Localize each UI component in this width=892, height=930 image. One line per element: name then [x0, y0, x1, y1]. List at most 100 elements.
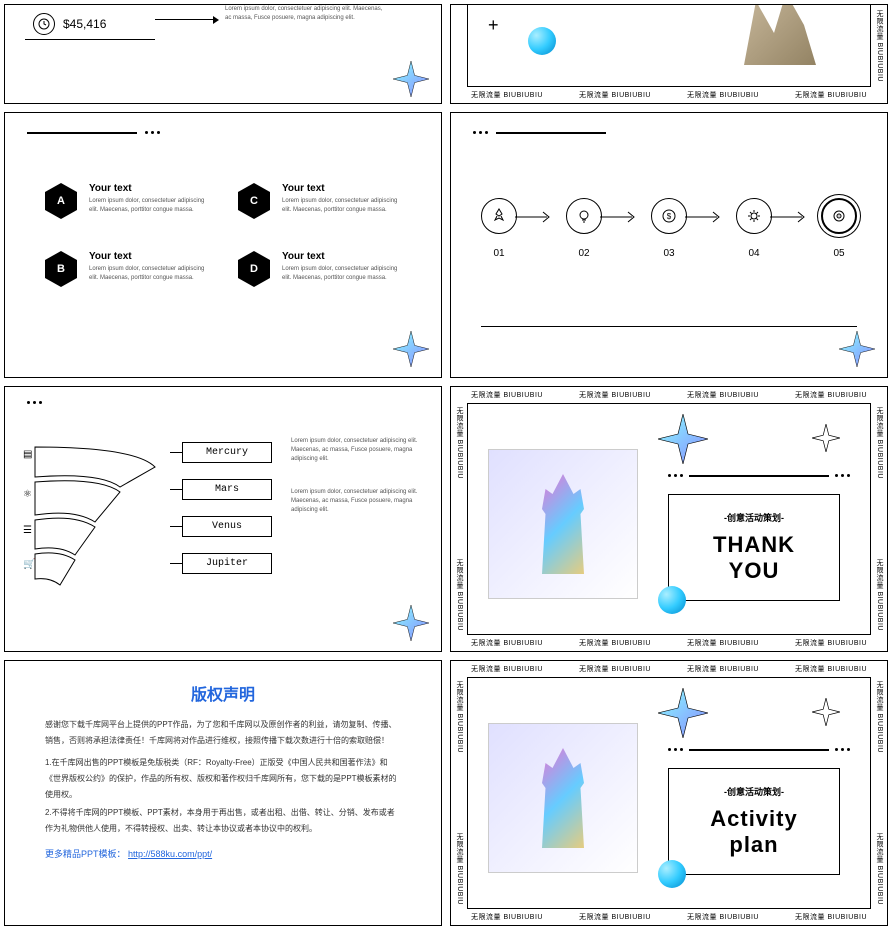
star-icon: [393, 605, 429, 641]
amount-text: $45,416: [63, 17, 106, 31]
hexagon-d: D: [238, 251, 270, 287]
copyright-link-row: 更多精品PPT模板： http://588ku.com/ppt/: [45, 845, 401, 863]
header-line: [27, 132, 137, 134]
bottom-line: [481, 326, 857, 327]
hexagon-b: B: [45, 251, 77, 287]
hexagon-a: A: [45, 183, 77, 219]
border-text-top: 无限流量 BIUBIUBIU无限流量 BIUBIUBIU无限流量 BIUBIUB…: [471, 664, 867, 674]
atom-icon: ⚛: [23, 489, 32, 500]
header-line: [496, 132, 606, 134]
slide-7-copyright: 版权声明 感谢您下载千库网平台上提供的PPT作品，为了您和千库网以及原创作者的利…: [4, 660, 442, 926]
target-icon: [821, 198, 857, 234]
copyright-p2: 1.在千库网出售的PPT模板是免版税类（RF：Royalty-Free）正版受《…: [45, 755, 401, 803]
star-gradient-icon: [658, 414, 708, 464]
main-title: Activity plan: [689, 806, 819, 858]
title-box: -创意活动策划- THANK YOU: [668, 494, 840, 601]
header-dots: [473, 131, 488, 134]
item-b: B Your text Lorem ipsum dolor, consectet…: [45, 251, 208, 287]
dots: [835, 748, 850, 751]
bulb-icon: [566, 198, 602, 234]
item-title: Your text: [89, 183, 208, 194]
line: [689, 749, 829, 751]
divider: [25, 39, 155, 40]
device-icon: ▤: [23, 449, 32, 460]
border-text-left: 无限流量 BIUBIUBIU无限流量 BIUBIUBIU: [454, 407, 464, 631]
slide-2-partial: 无限流量 BIUBIUBIU无限流量 BIUBIUBIU无限流量 BIUBIUB…: [450, 4, 888, 104]
star-gradient-icon: [658, 688, 708, 738]
step-number: 03: [651, 248, 687, 259]
cat-image: [488, 449, 638, 599]
header-dots: [145, 131, 160, 134]
item-a: A Your text Lorem ipsum dolor, consectet…: [45, 183, 208, 219]
dots: [668, 748, 683, 751]
step-number: 02: [566, 248, 602, 259]
gear-icon: [736, 198, 772, 234]
copyright-body: 感谢您下载千库网平台上提供的PPT作品，为了您和千库网以及原创作者的利益，请勿复…: [15, 717, 431, 863]
rocket-icon: [481, 198, 517, 234]
statue-image: [720, 4, 840, 65]
border-text-top: 无限流量 BIUBIUBIU无限流量 BIUBIUBIU无限流量 BIUBIUB…: [471, 390, 867, 400]
planet-label: Mars: [182, 479, 272, 500]
arrow-icon: [685, 210, 725, 224]
star-outline-icon: [812, 698, 840, 726]
planet-label: Venus: [182, 516, 272, 537]
planet-label: Jupiter: [182, 553, 272, 574]
lorem-text: Lorem ipsum dolor, consectetuer adipisci…: [291, 488, 421, 515]
border-text-bottom: 无限流量 BIUBIUBIU无限流量 BIUBIUBIU无限流量 BIUBIUB…: [471, 90, 867, 100]
dollar-icon: $: [651, 198, 687, 234]
slide-6: 无限流量 BIUBIUBIU无限流量 BIUBIUBIU 无限流量 BIUBIUB…: [450, 386, 888, 652]
arrow-line: [155, 19, 215, 20]
item-body: Lorem ipsum dolor, consectetuer adipisci…: [89, 197, 208, 215]
dots: [835, 474, 850, 477]
slide-8: 无限流量 BIUBIUBIU无限流量 BIUBIUBIU 无限流量 BIUBIUB…: [450, 660, 888, 926]
line: [689, 475, 829, 477]
item-body: Lorem ipsum dolor, consectetuer adipisci…: [89, 265, 208, 283]
step-2: 02: [566, 198, 602, 259]
main-title: THANK YOU: [689, 532, 819, 584]
step-number: 05: [821, 248, 857, 259]
clock-icon: [33, 13, 55, 35]
item-title: Your text: [89, 251, 208, 262]
border-text-right: 无限流量 BIUBIUBIU无限流量 BIUBIUBIU: [874, 407, 884, 631]
slide-1-partial: $45,416 Lorem ipsum dolor, consectetuer …: [4, 4, 442, 104]
cat-image: [488, 723, 638, 873]
border-text-bottom: 无限流量 BIUBIUBIU无限流量 BIUBIUBIU无限流量 BIUBIUB…: [471, 638, 867, 648]
star-icon: [393, 61, 429, 97]
item-d: D Your text Lorem ipsum dolor, consectet…: [238, 251, 401, 287]
slide-5: ▤ ⚛ ☰ 🛒 Mercury Mars Venus Jupiter Lorem…: [4, 386, 442, 652]
ppt-link[interactable]: http://588ku.com/ppt/: [128, 849, 212, 859]
border-text-right: 无限流量 BIUBIUBIU无限流量 BIUBIUBIU: [874, 681, 884, 905]
item-title: Your text: [282, 251, 401, 262]
sphere-decoration: [658, 860, 686, 888]
lorem-text: Lorem ipsum dolor, consectetuer adipisci…: [225, 5, 385, 23]
item-c: C Your text Lorem ipsum dolor, consectet…: [238, 183, 401, 219]
sphere-decoration: [528, 27, 556, 55]
hexagon-c: C: [238, 183, 270, 219]
border-text-left: 无限流量 BIUBIUBIU无限流量 BIUBIUBIU: [454, 681, 464, 905]
item-body: Lorem ipsum dolor, consectetuer adipisci…: [282, 197, 401, 215]
step-number: 04: [736, 248, 772, 259]
arrow-icon: [600, 210, 640, 224]
item-title: Your text: [282, 183, 401, 194]
dots: [668, 474, 683, 477]
subtitle: -创意活动策划-: [689, 785, 819, 798]
copyright-p3: 2.不得将千库网的PPT模板、PPT素材，本身用于再出售，或者出租、出借、转让、…: [45, 805, 401, 837]
server-icon: ☰: [23, 525, 32, 536]
arrow-head: [213, 16, 219, 24]
border-text-right: 无限流量 BIUBIUBIU: [874, 10, 884, 83]
lorem-text: Lorem ipsum dolor, consectetuer adipisci…: [291, 437, 421, 464]
sphere-decoration: [658, 586, 686, 614]
border-text-bottom: 无限流量 BIUBIUBIU无限流量 BIUBIUBIU无限流量 BIUBIUB…: [471, 912, 867, 922]
step-1: 01: [481, 198, 517, 259]
step-3: $ 03: [651, 198, 687, 259]
step-5: 05: [821, 198, 857, 259]
star-outline-icon: [812, 424, 840, 452]
svg-text:$: $: [667, 212, 672, 221]
header-dots: [27, 401, 42, 404]
step-number: 01: [481, 248, 517, 259]
plus-icon: +: [488, 15, 499, 36]
step-4: 04: [736, 198, 772, 259]
copyright-p1: 感谢您下载千库网平台上提供的PPT作品，为了您和千库网以及原创作者的利益，请勿复…: [45, 717, 401, 749]
title-box: -创意活动策划- Activity plan: [668, 768, 840, 875]
star-icon: [839, 331, 875, 367]
